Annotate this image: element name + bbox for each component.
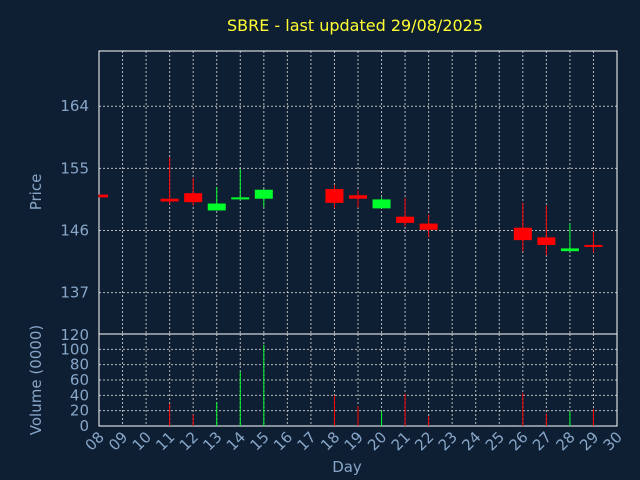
x-tick-label: 10 <box>129 428 155 454</box>
candlestick-series <box>98 157 603 256</box>
price-tick-label: 155 <box>60 159 89 177</box>
candle <box>372 197 391 209</box>
candle <box>231 169 250 201</box>
price-tick-label: 137 <box>60 284 89 302</box>
volume-tick-label: 40 <box>70 386 89 404</box>
x-tick-label: 24 <box>458 428 484 454</box>
chart-title: SBRE - last updated 29/08/2025 <box>227 16 483 35</box>
x-tick-label: 25 <box>482 428 508 454</box>
x-tick-label: 23 <box>435 428 461 454</box>
candle-body <box>372 199 391 209</box>
candle-body <box>99 194 108 198</box>
candle <box>513 202 532 252</box>
candle <box>419 214 438 238</box>
x-tick-label: 27 <box>529 428 555 454</box>
x-tick-label: 19 <box>341 428 367 454</box>
candle <box>325 184 344 209</box>
candle <box>207 186 226 211</box>
x-tick-label: 15 <box>246 428 272 454</box>
x-tick-label: 14 <box>223 428 249 454</box>
candle <box>349 190 367 208</box>
x-tick-label: 13 <box>199 428 225 454</box>
candle <box>396 198 415 227</box>
x-tick-label: 18 <box>317 428 343 454</box>
volume-top-label: 120 <box>60 326 89 344</box>
price-tick-labels: 137 146 155 164 <box>60 97 89 301</box>
candle-body <box>231 197 250 200</box>
candle-body <box>184 193 203 203</box>
candle-body <box>560 248 579 252</box>
candle-body <box>160 198 179 202</box>
candle <box>584 231 603 253</box>
candle-body <box>584 244 603 247</box>
x-tick-label: 28 <box>553 428 579 454</box>
x-tick-label: 26 <box>505 428 531 454</box>
candle-body <box>349 195 367 199</box>
candle <box>184 178 203 206</box>
candle <box>98 194 108 198</box>
x-tick-label: 21 <box>388 428 414 454</box>
volume-series <box>169 344 594 426</box>
candle <box>537 205 556 256</box>
volume-tick-label: 100 <box>60 340 89 358</box>
x-tick-label: 29 <box>576 428 602 454</box>
candle <box>254 189 273 207</box>
price-tick-label: 164 <box>60 97 89 115</box>
volume-tick-label: 0 <box>79 417 89 435</box>
candle <box>160 157 179 205</box>
candle-body <box>537 237 556 245</box>
candle-body <box>513 227 532 241</box>
candle-body <box>419 223 438 230</box>
x-tick-label: 17 <box>294 428 320 454</box>
volume-tick-label: 80 <box>70 356 89 374</box>
x-tick-label: 11 <box>152 428 178 454</box>
price-axis-label: Price <box>27 174 45 211</box>
candle-body <box>254 189 273 199</box>
x-tick-labels: 0809101112131415161718192021222324252627… <box>82 428 626 454</box>
x-tick-label: 12 <box>176 428 202 454</box>
candle <box>560 223 579 252</box>
volume-tick-label: 20 <box>70 402 89 420</box>
x-axis-label: Day <box>332 458 362 476</box>
candle-body <box>325 189 344 203</box>
candle-body <box>207 203 226 211</box>
x-tick-label: 30 <box>600 428 626 454</box>
x-tick-label: 16 <box>270 428 296 454</box>
x-tick-label: 20 <box>364 428 390 454</box>
volume-tick-label: 60 <box>70 371 89 389</box>
candle-body <box>396 216 415 223</box>
volume-axis-label: Volume (0000) <box>27 325 45 435</box>
x-tick-label: 22 <box>411 428 437 454</box>
x-tick-label: 09 <box>105 428 131 454</box>
price-tick-label: 146 <box>60 221 89 239</box>
